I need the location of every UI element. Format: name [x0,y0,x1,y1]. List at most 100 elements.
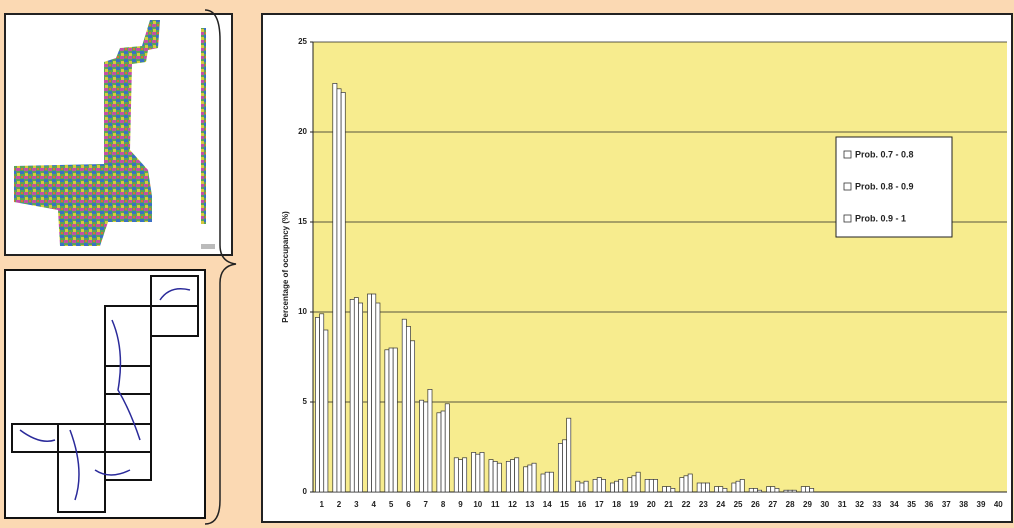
bar [424,402,428,492]
bar [493,461,497,492]
bar [649,479,653,492]
bar [701,483,705,492]
x-tick-label: 17 [595,500,604,509]
x-tick-label: 29 [803,500,812,509]
bar [810,488,814,492]
bar [454,458,458,492]
x-tick-label: 12 [508,500,517,509]
legend-swatch [844,183,851,190]
bar [653,479,657,492]
legend-label: Prob. 0.8 - 0.9 [855,181,914,191]
x-tick-label: 9 [458,500,463,509]
x-tick-label: 18 [612,500,621,509]
bar [389,348,393,492]
y-tick-label: 5 [303,397,308,406]
bar [458,460,462,492]
bar [619,479,623,492]
bar [437,413,441,492]
x-tick-label: 5 [389,500,394,509]
bar [636,472,640,492]
x-tick-label: 21 [664,500,673,509]
x-tick-label: 3 [354,500,359,509]
bar [749,488,753,492]
x-tick-label: 36 [924,500,933,509]
x-tick-label: 33 [872,500,881,509]
legend-swatch [844,151,851,158]
x-tick-label: 40 [994,500,1003,509]
x-tick-label: 38 [959,500,968,509]
legend-swatch [844,215,851,222]
x-tick-label: 10 [473,500,482,509]
map-panel [5,14,232,255]
bar [801,487,805,492]
bar [576,481,580,492]
bar [732,483,736,492]
bar [376,303,380,492]
bar [545,472,549,492]
bar [528,465,532,492]
y-tick-label: 20 [298,127,307,136]
bar [489,460,493,492]
bar [341,92,345,492]
y-tick-label: 15 [298,217,307,226]
bar [402,319,406,492]
bar [705,483,709,492]
bar [753,488,757,492]
map-legend-swatches [201,28,206,224]
bar [558,443,562,492]
x-tick-label: 11 [491,500,500,509]
figure: Percentage of occupancy (%) 051015202512… [0,0,1014,528]
x-tick-label: 4 [371,500,376,509]
bar [393,348,397,492]
legend-label: Prob. 0.7 - 0.8 [855,149,914,159]
bar [385,350,389,492]
y-axis-label: Percentage of occupancy (%) [281,211,290,323]
x-tick-label: 1 [319,500,324,509]
bar [476,454,480,492]
bar [562,440,566,492]
bar [541,474,545,492]
bar [320,314,324,492]
bar [441,411,445,492]
x-tick-label: 6 [406,500,411,509]
x-tick-label: 15 [560,500,569,509]
bar [567,418,571,492]
bar [601,479,605,492]
bar [740,479,744,492]
bar [532,463,536,492]
plot-area [313,42,1007,492]
bar [719,487,723,492]
y-tick-label: 0 [303,487,308,496]
bar [597,478,601,492]
bar [584,481,588,492]
bar [506,461,510,492]
x-tick-label: 32 [855,500,864,509]
x-tick-label: 13 [525,500,534,509]
y-tick-label: 10 [298,307,307,316]
x-tick-label: 37 [942,500,951,509]
bar [593,479,597,492]
bar [667,487,671,492]
bar [671,488,675,492]
bar [645,479,649,492]
x-tick-label: 31 [838,500,847,509]
bar [610,483,614,492]
bar [714,487,718,492]
bar [333,83,337,492]
legend-label: Prob. 0.9 - 1 [855,213,906,223]
x-tick-label: 26 [751,500,760,509]
bar [428,389,432,492]
x-tick-label: 7 [424,500,429,509]
bar [758,490,762,492]
bar [792,490,796,492]
bar [480,452,484,492]
x-tick-label: 35 [907,500,916,509]
x-tick-label: 14 [543,500,552,509]
tile-panel [5,270,205,518]
bar [680,478,684,492]
bar [354,298,358,492]
x-tick-label: 34 [890,500,899,509]
x-tick-label: 16 [577,500,586,509]
bar [420,400,424,492]
bar [788,490,792,492]
